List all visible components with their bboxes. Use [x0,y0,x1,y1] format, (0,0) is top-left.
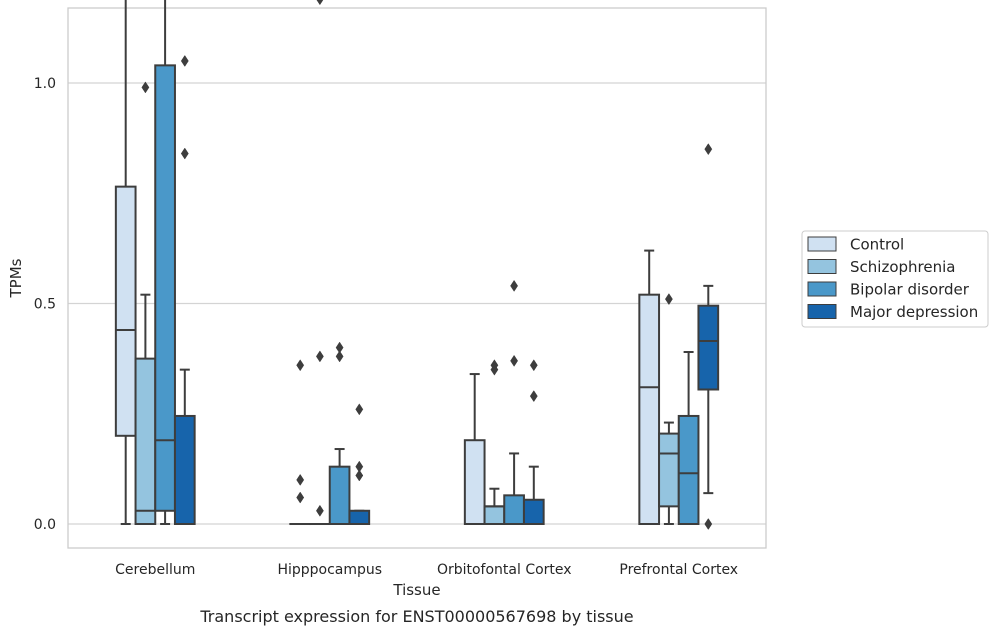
outlier-point [141,81,150,94]
box-group [697,143,720,530]
box-group [289,359,312,526]
x-axis-label: Tissue [392,581,440,599]
outlier-point [355,469,364,482]
box-group [348,403,371,525]
legend-label: Bipolar disorder [850,281,970,299]
outlier-point [296,359,305,372]
box [677,414,700,525]
outlier-point [180,54,189,67]
outlier-point [296,491,305,504]
legend-label: Major depression [850,303,978,321]
legend-swatch [807,304,837,319]
y-tick-label: 1.0 [34,76,56,92]
box-group [173,54,196,525]
x-tick-label: Prefrontal Cortex [619,562,738,578]
legend-swatch [807,259,837,274]
box [328,465,351,526]
legend-label: Control [850,236,904,254]
plot-area-frame [67,7,767,549]
x-tick-label: Hipppocampus [277,562,382,578]
outlier-point [180,147,189,160]
box [154,64,176,512]
box-group [328,341,351,526]
y-tick-label: 0.5 [34,297,56,313]
x-axis-ticks: Cerebellum Hipppocampus Orbitofontal Corte… [115,562,738,578]
box-group [522,359,545,525]
outlier-point [316,350,324,363]
outlier-point [529,390,538,403]
box-group [677,351,700,525]
box [638,293,661,525]
box-group [134,81,157,525]
outlier-point [510,354,518,367]
box-group [483,359,506,525]
box [348,509,371,525]
outlier-point [316,504,324,517]
outlier-point [665,293,673,306]
box [697,304,720,391]
outlier-point [704,143,713,156]
legend-swatch [807,236,837,252]
box [483,505,506,525]
outlier-point [490,363,499,376]
box [114,185,137,437]
outlier-point [510,279,518,292]
box [463,439,486,525]
box [173,414,196,525]
box-group [154,0,176,525]
x-tick-label: Cerebellum [115,562,195,578]
outlier-point [355,403,364,416]
box-series [114,0,720,530]
box-group [503,279,525,525]
box [503,494,525,525]
legend-frame [801,230,989,328]
box-group [463,373,486,525]
box-group [638,249,661,525]
chart-caption: Transcript expression for ENST0000056769… [199,607,633,626]
y-axis-ticks: 0.00.51.01.52.0 [34,76,56,533]
legend: Control Schizophrenia Bipolar disorder Majo… [801,230,989,328]
box-group [114,0,137,525]
outlier-point [335,350,344,363]
outlier-point [296,473,305,486]
x-tick-label: Orbitofontal Cortex [437,562,572,578]
outlier-point [316,0,324,6]
legend-swatch [807,281,837,297]
y-axis-label: TPMs [7,258,25,298]
y-tick-label: 0.0 [34,517,56,533]
legend-label: Schizophrenia [850,258,955,276]
outlier-point [704,518,713,530]
box [522,498,545,525]
box-group [309,0,331,526]
box [134,357,157,525]
box-group [658,293,680,525]
outlier-point [529,359,538,372]
box [658,432,680,508]
